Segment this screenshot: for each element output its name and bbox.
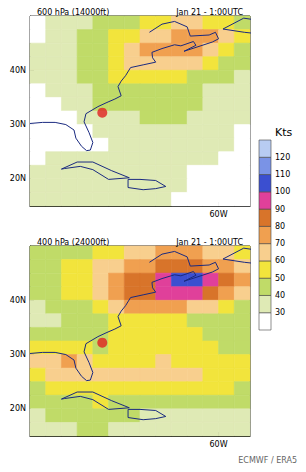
svg-text:20N: 20N xyxy=(10,404,26,413)
svg-text:40N: 40N xyxy=(10,66,26,75)
svg-text:60W: 60W xyxy=(210,440,228,449)
svg-text:600 hPa (14000ft): 600 hPa (14000ft) xyxy=(37,8,109,17)
svg-text:80: 80 xyxy=(275,222,285,231)
svg-text:30N: 30N xyxy=(10,350,26,359)
svg-text:110: 110 xyxy=(275,170,290,179)
svg-text:100: 100 xyxy=(275,187,290,196)
svg-text:50: 50 xyxy=(275,274,285,283)
svg-text:30N: 30N xyxy=(10,120,26,129)
svg-text:120: 120 xyxy=(275,153,290,162)
svg-text:60W: 60W xyxy=(210,210,228,219)
svg-text:Jan 21 - 1:00UTC: Jan 21 - 1:00UTC xyxy=(175,8,243,17)
svg-text:ECMWF / ERA5: ECMWF / ERA5 xyxy=(238,456,297,465)
svg-text:400 hPa (24000ft): 400 hPa (24000ft) xyxy=(37,238,109,247)
svg-text:Jan 21 - 1:00UTC: Jan 21 - 1:00UTC xyxy=(175,238,243,247)
svg-text:60: 60 xyxy=(275,256,285,265)
svg-text:20N: 20N xyxy=(10,174,26,183)
svg-text:30: 30 xyxy=(275,308,285,317)
svg-text:Kts: Kts xyxy=(275,126,293,139)
svg-text:90: 90 xyxy=(275,205,285,214)
svg-text:40: 40 xyxy=(275,291,285,300)
svg-text:70: 70 xyxy=(275,239,285,248)
svg-text:40N: 40N xyxy=(10,296,26,305)
